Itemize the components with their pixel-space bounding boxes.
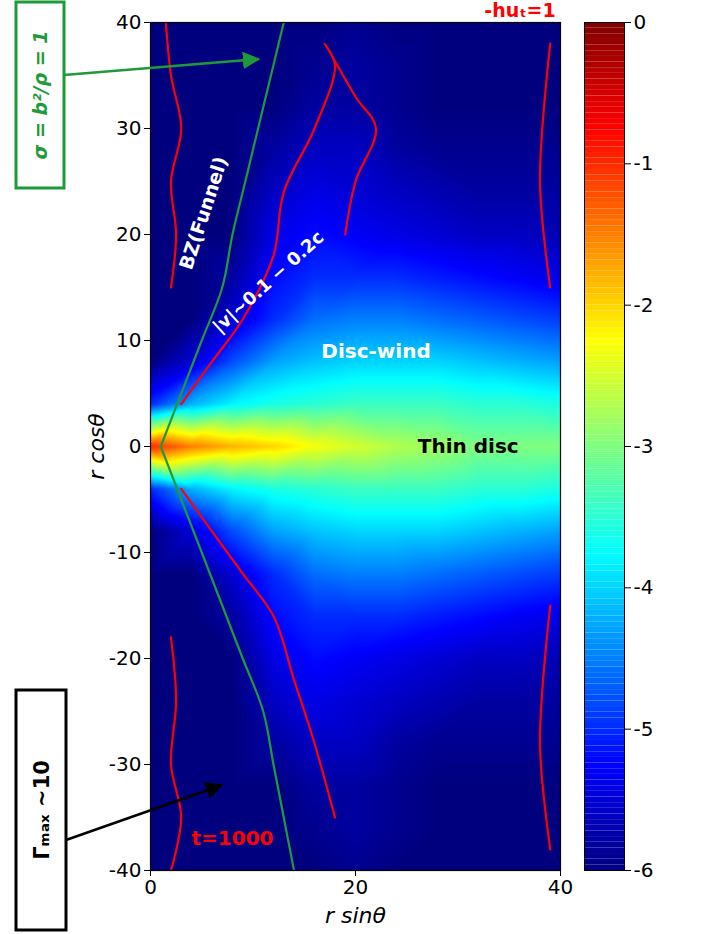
svg-text:-1: -1 — [634, 151, 654, 175]
svg-text:-5: -5 — [634, 717, 654, 741]
svg-text:-6: -6 — [634, 858, 654, 882]
svg-text:-2: -2 — [634, 293, 654, 317]
svg-text:0: 0 — [144, 875, 157, 899]
svg-text:σ = b²/ρ = 1: σ = b²/ρ = 1 — [29, 31, 51, 160]
svg-text:|v|~0.1 − 0.2c: |v|~0.1 − 0.2c — [208, 226, 328, 337]
svg-text:-30: -30 — [109, 752, 142, 776]
svg-text:0: 0 — [129, 434, 142, 458]
svg-text:40: 40 — [548, 875, 573, 899]
svg-text:Thin disc: Thin disc — [418, 434, 519, 458]
svg-text:Γₘₐₓ ~10: Γₘₐₓ ~10 — [30, 760, 54, 860]
svg-text:-20: -20 — [109, 646, 142, 670]
svg-text:-40: -40 — [109, 858, 142, 882]
svg-text:-4: -4 — [634, 575, 654, 599]
svg-text:20: 20 — [343, 875, 368, 899]
svg-text:40: 40 — [116, 10, 141, 34]
svg-text:t=1000: t=1000 — [192, 826, 274, 850]
svg-text:-huₜ=1: -huₜ=1 — [484, 0, 555, 21]
svg-text:30: 30 — [116, 116, 141, 140]
svg-text:r cosθ: r cosθ — [84, 413, 109, 480]
svg-text:-3: -3 — [634, 434, 654, 458]
svg-text:0: 0 — [634, 10, 647, 34]
svg-text:-10: -10 — [109, 540, 142, 564]
svg-text:20: 20 — [116, 222, 141, 246]
svg-text:Disc-wind: Disc-wind — [321, 339, 430, 363]
svg-text:10: 10 — [116, 328, 141, 352]
svg-text:BZ(Funnel): BZ(Funnel) — [174, 154, 231, 273]
svg-text:r sinθ: r sinθ — [325, 903, 387, 928]
